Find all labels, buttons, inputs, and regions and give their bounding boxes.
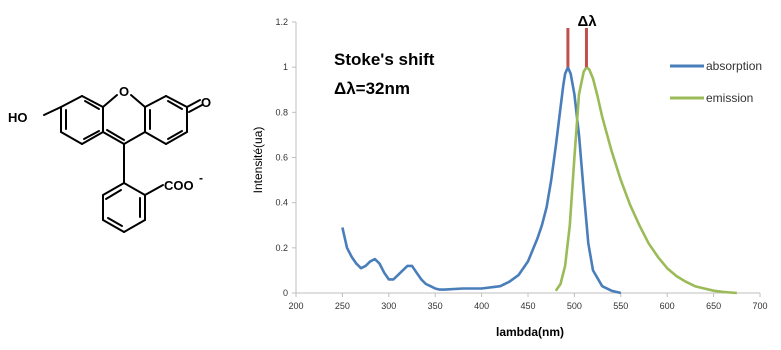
y-tick-label: 0.4	[275, 198, 288, 208]
x-tick-label: 550	[613, 301, 628, 311]
legend-label-absorption: absorption	[706, 59, 762, 73]
keto-oxygen-label: O	[201, 95, 211, 110]
negative-charge-label: -	[199, 171, 203, 185]
y-tick-label: 0.2	[275, 243, 288, 253]
x-tick-label: 600	[660, 301, 675, 311]
delta-lambda-label: Δλ	[577, 13, 597, 30]
series-line-emission	[554, 65, 737, 295]
y-tick-label: 0.6	[275, 153, 288, 163]
y-tick-label: 0	[283, 288, 288, 298]
series-line-absorption	[341, 65, 622, 295]
x-tick-label: 450	[520, 301, 535, 311]
hydroxyl-label: HO	[8, 110, 28, 125]
bridge-oxygen-label: O	[119, 84, 129, 99]
spectrum-plot: 0 0.2 0.4 0.6 0.8 1 1.2 200 250 300 350 400 450 500 5…	[251, 13, 768, 339]
legend-label-emission: emission	[706, 91, 753, 105]
fluorescein-structure: HO O O COO -	[0, 0, 240, 345]
x-tick-label: 250	[335, 301, 350, 311]
x-tick-label: 650	[706, 301, 721, 311]
x-tick-label: 400	[474, 301, 489, 311]
y-tick-label: 0.8	[275, 107, 288, 117]
x-tick-label: 300	[381, 301, 396, 311]
y-tick-label: 1	[283, 62, 288, 72]
stokes-shift-value: Δλ=32nm	[334, 79, 410, 98]
legend: absorption emission	[670, 59, 762, 105]
stokes-shift-title: Stoke's shift	[334, 50, 435, 69]
y-axis-title: Intensité(ua)	[251, 127, 265, 194]
y-tick-label: 1.2	[275, 17, 288, 27]
x-tick-label: 500	[567, 301, 582, 311]
x-tick-label: 200	[288, 301, 303, 311]
x-tick-label: 350	[428, 301, 443, 311]
x-axis-title: lambda(nm)	[496, 325, 564, 339]
spectrum-chart: 0 0.2 0.4 0.6 0.8 1 1.2 200 250 300 350 400 450 500 5…	[240, 0, 781, 345]
carboxylate-label: COO	[164, 178, 194, 193]
molecule-drawing: HO O O COO -	[8, 84, 211, 233]
x-tick-label: 700	[752, 301, 767, 311]
